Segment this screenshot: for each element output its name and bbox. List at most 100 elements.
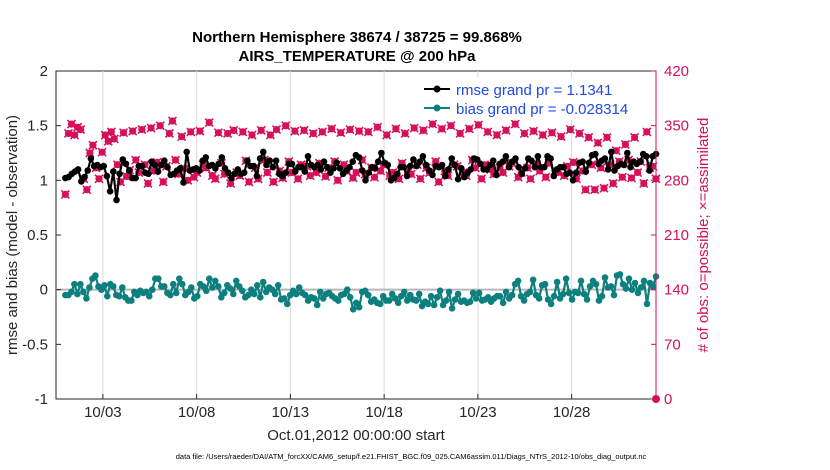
data-point <box>541 280 549 288</box>
obs-marker <box>593 138 603 148</box>
obs-marker-x <box>501 125 511 135</box>
data-point <box>565 289 573 297</box>
obs-marker-x <box>617 172 627 182</box>
obs-marker <box>327 124 337 134</box>
obs-marker <box>158 177 168 187</box>
obs-marker-x <box>529 126 539 136</box>
obs-marker <box>143 178 153 189</box>
data-point <box>122 160 130 168</box>
data-point <box>475 289 483 297</box>
obs-marker-x <box>88 140 98 150</box>
obs-marker-x <box>308 128 318 139</box>
obs-marker <box>82 185 92 195</box>
obs-marker <box>510 119 520 129</box>
obs-marker-x <box>131 155 141 165</box>
obs-marker <box>271 125 282 135</box>
obs-marker <box>372 122 383 132</box>
data-point <box>104 292 111 300</box>
obs-marker-x <box>146 123 156 133</box>
obs-marker <box>186 127 196 137</box>
data-point <box>253 282 261 289</box>
data-point <box>496 292 504 300</box>
obs-marker <box>391 124 401 134</box>
y-right-tick-label: 140 <box>664 282 689 299</box>
chart-subtitle: AIRS_TEMPERATURE @ 200 hPa <box>239 48 477 65</box>
data-point <box>180 179 187 186</box>
data-point <box>362 177 369 184</box>
obs-marker <box>446 121 456 131</box>
data-point <box>80 288 87 296</box>
data-point <box>167 291 174 299</box>
data-point <box>580 290 588 298</box>
data-point <box>607 283 615 290</box>
obs-marker <box>581 185 591 195</box>
obs-marker-x <box>593 138 603 148</box>
data-point <box>154 168 162 175</box>
data-point <box>568 296 576 303</box>
obs-marker-x <box>262 167 272 178</box>
data-point <box>274 282 282 289</box>
data-point <box>560 163 567 171</box>
data-point <box>550 292 558 300</box>
data-point <box>259 278 267 286</box>
data-point <box>535 295 543 302</box>
obs-marker <box>409 123 419 133</box>
obs-marker-x <box>473 120 484 130</box>
data-point <box>582 168 590 175</box>
obs-marker-x <box>244 177 254 187</box>
data-point <box>92 272 99 279</box>
data-point <box>68 288 75 296</box>
y-left-tick-label: 2 <box>40 63 48 80</box>
obs-marker-x <box>109 134 119 144</box>
data-point <box>272 157 280 164</box>
obs-marker-x <box>483 127 493 137</box>
x-tick-label: 10/13 <box>272 404 310 421</box>
obs-marker-x <box>565 125 575 135</box>
data-point <box>512 155 519 162</box>
data-point <box>173 289 180 297</box>
obs-marker <box>492 130 502 140</box>
obs-marker <box>336 128 346 138</box>
data-point <box>489 157 497 164</box>
data-point <box>161 157 168 164</box>
data-point <box>149 286 156 294</box>
obs-marker-x <box>525 174 536 184</box>
plot-area <box>55 70 657 400</box>
obs-marker-x <box>333 175 343 185</box>
x-tick-label: 10/18 <box>365 404 403 421</box>
obs-marker-x <box>372 122 383 132</box>
data-point <box>346 294 354 301</box>
data-point <box>637 284 645 291</box>
y-left-tick-label: 1 <box>40 172 48 189</box>
obs-marker-x <box>409 123 419 133</box>
obs-marker-x <box>164 128 174 139</box>
obs-marker <box>633 167 643 178</box>
obs-marker-x <box>455 128 465 139</box>
data-point <box>410 156 417 163</box>
obs-marker <box>400 128 410 139</box>
data-point <box>640 277 648 285</box>
data-point <box>240 169 248 176</box>
data-point <box>316 288 324 296</box>
obs-marker-x <box>639 178 649 189</box>
obs-marker <box>177 132 187 142</box>
obs-marker-x <box>271 125 282 135</box>
data-point <box>433 294 441 301</box>
data-point <box>269 163 277 171</box>
obs-marker-x <box>118 128 129 138</box>
data-point <box>502 153 510 160</box>
data-point <box>164 163 171 171</box>
data-point <box>132 174 139 182</box>
x-tick-label: 10/03 <box>84 404 122 421</box>
obs-marker <box>418 125 428 135</box>
obs-marker <box>354 126 364 136</box>
obs-marker <box>293 174 303 184</box>
legend-rmse-label: rmse grand pr = 1.1341 <box>456 82 612 99</box>
data-point <box>221 289 228 297</box>
obs-marker-x <box>97 147 107 157</box>
data-point <box>400 163 408 171</box>
data-point <box>378 149 385 157</box>
data-point <box>215 283 222 290</box>
data-point <box>113 196 120 204</box>
data-point <box>469 289 477 297</box>
